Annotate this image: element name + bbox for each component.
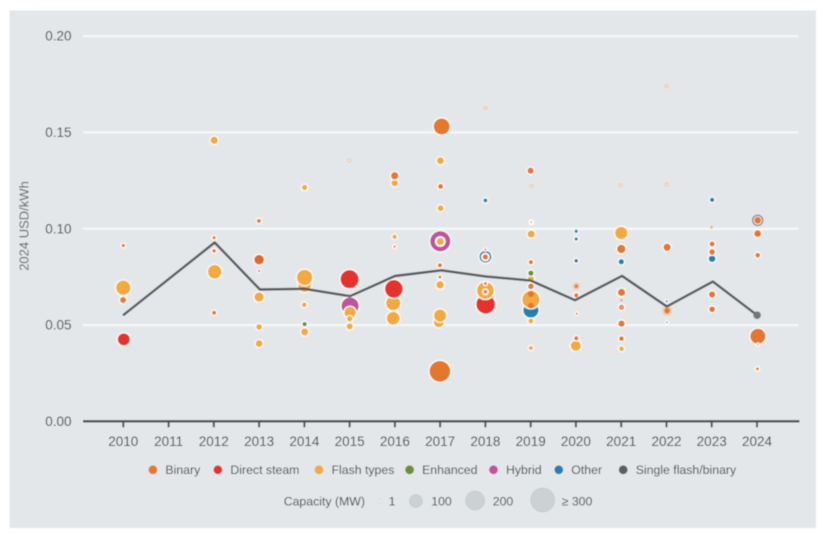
svg-text:2017: 2017 bbox=[425, 434, 455, 449]
svg-text:0.05: 0.05 bbox=[45, 318, 71, 333]
svg-text:2019: 2019 bbox=[516, 434, 546, 449]
svg-text:2023: 2023 bbox=[697, 434, 727, 449]
svg-text:Other: Other bbox=[571, 463, 602, 477]
svg-text:2018: 2018 bbox=[470, 434, 500, 449]
svg-text:2013: 2013 bbox=[244, 434, 274, 449]
svg-text:2022: 2022 bbox=[651, 434, 681, 449]
svg-text:1: 1 bbox=[389, 494, 396, 508]
svg-text:0.10: 0.10 bbox=[45, 221, 71, 236]
svg-text:2021: 2021 bbox=[606, 434, 636, 449]
svg-text:100: 100 bbox=[431, 494, 452, 508]
svg-text:Flash types: Flash types bbox=[332, 463, 395, 477]
svg-text:≥ 300: ≥ 300 bbox=[562, 494, 593, 508]
svg-text:0.20: 0.20 bbox=[45, 29, 71, 44]
svg-text:2014: 2014 bbox=[289, 434, 320, 449]
svg-text:Enhanced: Enhanced bbox=[422, 463, 478, 477]
svg-text:Hybrid: Hybrid bbox=[506, 463, 542, 477]
svg-text:2024: 2024 bbox=[742, 434, 773, 449]
svg-text:2011: 2011 bbox=[154, 434, 183, 449]
svg-text:0.00: 0.00 bbox=[45, 414, 71, 429]
svg-text:Direct steam: Direct steam bbox=[230, 463, 299, 477]
svg-text:2015: 2015 bbox=[335, 434, 365, 449]
svg-text:Capacity (MW): Capacity (MW) bbox=[284, 494, 365, 508]
svg-text:2010: 2010 bbox=[108, 434, 138, 449]
svg-text:200: 200 bbox=[493, 494, 514, 508]
svg-text:Single flash/binary: Single flash/binary bbox=[636, 463, 737, 477]
svg-text:2024 USD/kWh: 2024 USD/kWh bbox=[17, 181, 32, 271]
svg-text:Binary: Binary bbox=[165, 463, 201, 477]
svg-text:0.15: 0.15 bbox=[45, 125, 71, 140]
svg-text:2020: 2020 bbox=[561, 434, 591, 449]
svg-text:2016: 2016 bbox=[380, 434, 410, 449]
svg-text:2012: 2012 bbox=[199, 434, 229, 449]
